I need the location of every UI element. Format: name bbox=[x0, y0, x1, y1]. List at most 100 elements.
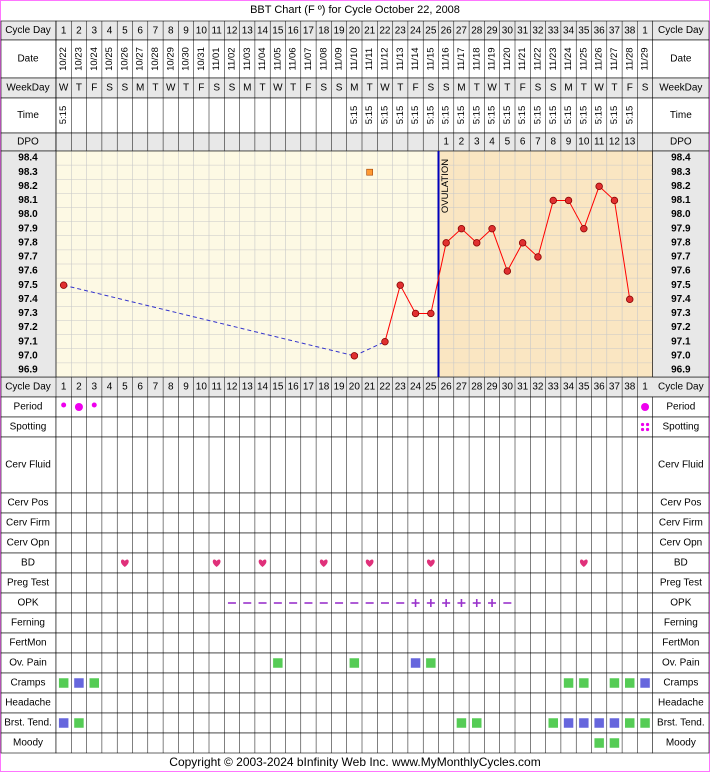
dpo-label: 1 bbox=[443, 137, 449, 148]
period-light-dot bbox=[61, 402, 67, 408]
cycle-day-label: 5 bbox=[122, 26, 128, 37]
weekday-label: F bbox=[627, 83, 633, 94]
cycle-day-label: 19 bbox=[333, 26, 345, 37]
date-label: 10/27 bbox=[135, 47, 146, 71]
time-label: 5:15 bbox=[410, 106, 421, 125]
cycle-day-label: 23 bbox=[395, 26, 407, 37]
breast-tenderness-marker bbox=[578, 717, 590, 729]
row-label: Cerv Opn bbox=[7, 538, 50, 549]
cycle-day-label: 24 bbox=[410, 26, 422, 37]
weekday-label: W bbox=[594, 83, 604, 94]
cycle-day-label-bottom: 4 bbox=[107, 382, 113, 393]
cycle-day-label: 14 bbox=[257, 26, 269, 37]
breast-tenderness-marker bbox=[609, 717, 620, 729]
y-tick-label-right: 98.4 bbox=[671, 153, 691, 164]
cycle-day-label: 25 bbox=[425, 26, 437, 37]
weekday-label: S bbox=[213, 83, 220, 94]
weekday-label: T bbox=[152, 83, 158, 94]
breast-tenderness-marker bbox=[471, 717, 482, 729]
temperature-point bbox=[411, 309, 420, 318]
date-label: 11/01 bbox=[211, 47, 222, 70]
cycle-day-label: 12 bbox=[226, 26, 238, 37]
y-tick-label-right: 97.8 bbox=[671, 237, 691, 248]
date-label: 11/13 bbox=[395, 47, 406, 70]
cycle-day-label: 17 bbox=[303, 26, 315, 37]
cycle-day-label-bottom: 28 bbox=[471, 382, 483, 393]
weekday-label: S bbox=[320, 83, 327, 94]
cycle-day-label-bottom: 12 bbox=[226, 382, 238, 393]
row-band bbox=[55, 692, 654, 714]
y-tick-label: 97.1 bbox=[18, 336, 38, 347]
cramps-marker bbox=[58, 677, 69, 689]
date-label: 11/17 bbox=[456, 47, 467, 70]
spotting-dot bbox=[640, 427, 645, 432]
bd-heart-icon bbox=[426, 559, 435, 567]
y-tick-label-right: 97.3 bbox=[671, 308, 691, 319]
date-label: 11/09 bbox=[334, 47, 345, 70]
cycle-day-label: 18 bbox=[318, 26, 330, 37]
time-label: 5:15 bbox=[609, 106, 620, 125]
date-label: 11/14 bbox=[410, 47, 421, 70]
row-label-right: Headache bbox=[658, 698, 704, 709]
weekday-label: S bbox=[122, 83, 129, 94]
row-label-dpo-right: DPO bbox=[670, 137, 692, 148]
breast-tenderness-marker bbox=[548, 717, 559, 729]
y-tick-label-right: 97.7 bbox=[671, 252, 691, 263]
row-label: FertMon bbox=[9, 638, 46, 649]
ov-pain-marker bbox=[272, 657, 284, 669]
cycle-day-label-bottom: 18 bbox=[318, 382, 330, 393]
cycle-day-label-bottom: 15 bbox=[272, 382, 284, 393]
temperature-point bbox=[457, 224, 466, 233]
date-label: 10/26 bbox=[119, 47, 130, 71]
dpo-label: 5 bbox=[505, 137, 511, 148]
row-band bbox=[55, 632, 654, 654]
row-label-weekday: WeekDay bbox=[6, 83, 49, 94]
temperature-point bbox=[488, 224, 496, 233]
cycle-day-label: 38 bbox=[624, 26, 636, 37]
row-label-right: Cerv Firm bbox=[659, 518, 703, 529]
temperature-point bbox=[580, 224, 588, 233]
dpo-label: 6 bbox=[520, 137, 526, 148]
cramps-marker bbox=[609, 677, 620, 689]
y-tick-label: 98.2 bbox=[18, 181, 38, 192]
date-label: 11/05 bbox=[272, 47, 283, 70]
dpo-label: 3 bbox=[474, 137, 480, 148]
time-label: 5:15 bbox=[441, 106, 452, 125]
weekday-label: F bbox=[305, 83, 311, 94]
y-tick-label: 97.0 bbox=[18, 350, 38, 361]
date-label: 10/28 bbox=[150, 47, 161, 71]
date-label: 11/25 bbox=[578, 47, 589, 70]
row-label-date: Date bbox=[17, 54, 39, 65]
cycle-day-label-bottom: 19 bbox=[333, 382, 345, 393]
row-band bbox=[55, 672, 654, 694]
spotting-dot bbox=[645, 422, 650, 427]
row-label-cell bbox=[652, 97, 710, 134]
cycle-day-label: 30 bbox=[502, 26, 514, 37]
weekday-label: M bbox=[564, 83, 572, 94]
cycle-day-label: 21 bbox=[364, 26, 376, 37]
bd-heart-icon bbox=[212, 559, 221, 567]
date-label: 11/04 bbox=[257, 47, 268, 70]
cycle-day-label-bottom: 24 bbox=[410, 382, 422, 393]
y-tick-label-right: 97.0 bbox=[671, 350, 691, 361]
date-label: 11/16 bbox=[441, 47, 452, 70]
cycle-day-label-bottom: 33 bbox=[548, 382, 560, 393]
y-tick-label: 98.0 bbox=[18, 209, 38, 220]
period-heavy-dot bbox=[74, 403, 83, 411]
breast-tenderness-marker bbox=[58, 717, 69, 729]
weekday-label: T bbox=[504, 83, 510, 94]
date-label: 11/28 bbox=[624, 47, 635, 70]
y-tick-label: 97.2 bbox=[18, 322, 38, 333]
date-label: 10/22 bbox=[58, 47, 69, 71]
cycle-day-label: 1 bbox=[61, 26, 67, 37]
cycle-day-label-bottom: 16 bbox=[288, 382, 300, 393]
cycle-day-label-bottom: 27 bbox=[456, 382, 468, 393]
row-label: Ov. Pain bbox=[9, 658, 47, 669]
temperature-point bbox=[534, 253, 542, 261]
cycle-day-label-bottom: 34 bbox=[563, 382, 575, 393]
temperature-point bbox=[610, 196, 619, 205]
footer-copyright: Copyright © 2003-2024 bInfinity Web Inc.… bbox=[169, 755, 540, 769]
row-label-right: Moody bbox=[666, 738, 696, 749]
cycle-day-label-bottom: 1 bbox=[61, 382, 67, 393]
cycle-day-label: 29 bbox=[486, 26, 498, 37]
